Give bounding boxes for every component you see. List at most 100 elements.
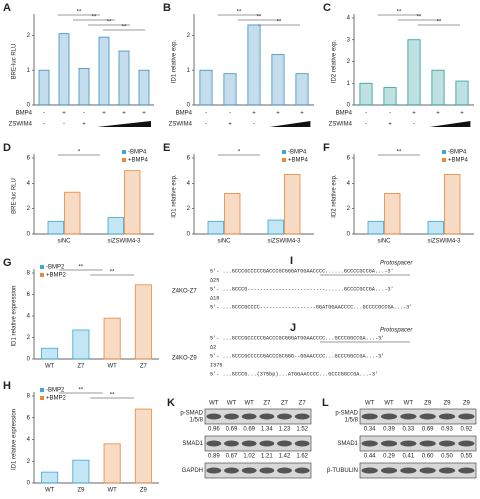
condition-value: +	[62, 111, 66, 117]
blot-band	[380, 413, 398, 420]
y-tick-label: 4	[27, 314, 31, 320]
lane-label: Z9	[424, 401, 432, 407]
y-tick-label: 3	[347, 37, 351, 43]
row-label: 1/5/8	[345, 418, 359, 424]
band-quant: 0.89	[208, 454, 220, 460]
lane-label: Z7	[299, 401, 307, 407]
band-quant: 0.69	[243, 427, 255, 433]
lane-label: Z7	[281, 401, 289, 407]
blot-strip	[204, 435, 312, 452]
bar	[78, 68, 90, 106]
blot-band	[294, 467, 310, 474]
bar	[359, 82, 373, 106]
band-quant: 0.67	[226, 454, 238, 460]
row-label: GAPDH	[182, 468, 203, 474]
sequence-line: 5'- ...GCCCGCCCCCGACCCGCGGGATGGAACCCC...…	[210, 335, 384, 341]
band-quant: 1.34	[261, 427, 273, 433]
blot-band	[400, 440, 417, 447]
lane-label: WT	[404, 401, 414, 407]
lane-label: Z7	[263, 401, 271, 407]
y-axis-label: ID1 relative expression	[12, 285, 18, 346]
legend-swatch	[40, 265, 44, 269]
blot-band	[206, 413, 222, 420]
legend-swatch	[122, 158, 126, 162]
x-tick-label: Z7	[77, 364, 85, 370]
significance-label: **	[277, 20, 282, 26]
band-quant: 0.41	[402, 454, 414, 460]
y-tick-label: 0	[347, 103, 351, 109]
band-quant: 0.92	[460, 427, 472, 433]
blot-band	[458, 467, 475, 474]
y-tick-label: 2	[347, 206, 351, 212]
condition-value: -	[229, 111, 231, 117]
y-tick-label: 2	[27, 206, 31, 212]
y-tick-label: 8	[27, 394, 31, 400]
legend-swatch	[40, 388, 44, 392]
blot-strip	[204, 408, 312, 425]
panel-letter: H	[3, 380, 11, 392]
x-tick-label: WT	[45, 488, 55, 494]
band-quant: 0.69	[422, 427, 434, 433]
blot-band	[241, 440, 257, 447]
blot-band	[361, 440, 378, 447]
row-label: SMAD1	[182, 441, 203, 447]
blot-band	[361, 467, 378, 474]
significance-label: **	[107, 20, 112, 26]
significance-label: **	[122, 25, 127, 31]
blot-band	[277, 413, 292, 420]
blot-band	[259, 440, 275, 447]
bar	[271, 54, 285, 106]
blot-band	[438, 440, 456, 447]
bar	[199, 69, 213, 106]
y-tick-label: 6	[27, 156, 31, 162]
legend-label: +BMP4	[128, 158, 149, 164]
blot-band	[438, 413, 456, 420]
dose-ramp	[269, 121, 311, 127]
bar	[134, 284, 152, 360]
significance-label: **	[79, 265, 84, 271]
blot-band	[224, 413, 239, 420]
bar	[98, 36, 110, 106]
condition-value: +	[436, 111, 440, 117]
condition-value: -	[365, 122, 367, 128]
y-tick-label: 0	[27, 481, 31, 487]
blot-band	[224, 440, 239, 447]
condition-value: +	[388, 122, 392, 128]
y-axis-label: ID1 relative expression	[12, 409, 18, 470]
sequence-line: 5'- ...GCCCG...(375bp)...ATGGAACCCC...GC…	[210, 371, 378, 377]
blot-band	[277, 467, 292, 474]
blot-band	[241, 413, 257, 420]
condition-value: -	[43, 122, 45, 128]
bar	[103, 443, 121, 484]
panel-letter: F	[323, 142, 330, 154]
panel-letter: C	[323, 2, 331, 14]
significance-label: **	[110, 393, 115, 399]
y-tick-label: 0	[27, 103, 31, 109]
y-axis-label: ID1 relative exp.	[172, 174, 178, 218]
sequence-line: 5'- ...GCCCGCCCCCGACCCGCGGG--GGAACCCC...…	[210, 353, 384, 359]
panel-letter: G	[3, 257, 12, 269]
bar	[431, 69, 445, 106]
condition-value: -	[389, 111, 391, 117]
dose-ramp	[429, 121, 471, 127]
lane-label: WT	[227, 401, 237, 407]
legend-label: +BMP2	[46, 273, 67, 279]
y-tick-label: 2	[27, 335, 31, 341]
significance-label: **	[417, 15, 422, 21]
legend-label: -BMP4	[448, 150, 467, 156]
legend-swatch	[122, 150, 126, 154]
significance-label: **	[110, 270, 115, 276]
condition-value: -	[413, 122, 415, 128]
panel-letter: J	[290, 322, 296, 334]
bar	[427, 220, 444, 235]
condition-value: -	[43, 111, 45, 117]
y-tick-label: 6	[27, 292, 31, 298]
panel-letter: L	[322, 397, 329, 409]
bar	[384, 193, 401, 235]
y-tick-label: 2	[347, 59, 351, 65]
y-tick-label: 1	[27, 68, 31, 74]
bar	[367, 220, 384, 235]
y-tick-label: 2	[187, 33, 191, 39]
clone-label: Z4KO-Z9	[172, 356, 197, 362]
x-tick-label: siNC	[378, 239, 392, 245]
